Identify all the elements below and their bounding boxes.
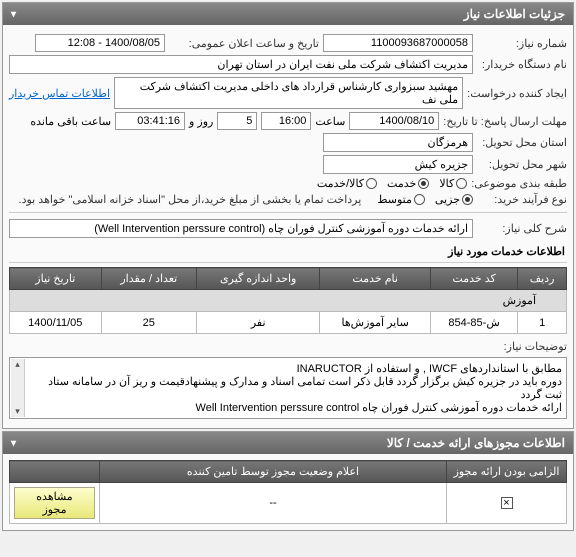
notes-text: مطابق با استانداردهای IWCF , و استفاده ا… bbox=[14, 362, 562, 414]
col-index: ردیف bbox=[518, 268, 567, 290]
cell-action: مشاهده مجوز bbox=[10, 483, 100, 524]
permits-header-row: الزامی بودن ارائه مجوز اعلام وضعیت مجوز … bbox=[10, 461, 567, 483]
collapse-icon[interactable]: ▾ bbox=[11, 438, 16, 449]
notes-label: توضیحات نیاز: bbox=[477, 340, 567, 353]
cell-qty: 25 bbox=[101, 312, 196, 334]
services-header: اطلاعات خدمات مورد نیاز bbox=[9, 241, 567, 263]
need-details-panel: جزئیات اطلاعات نیاز ▾ شماره نیاز: 110009… bbox=[2, 2, 574, 429]
col-unit: واحد اندازه گیری bbox=[196, 268, 320, 290]
time-label: ساعت bbox=[315, 115, 345, 128]
table-header-row: ردیف کد خدمت نام خدمت واحد اندازه گیری ت… bbox=[10, 268, 567, 290]
province-value: هرمزگان bbox=[323, 133, 473, 152]
radio-service[interactable]: خدمت bbox=[387, 177, 429, 190]
view-permit-button[interactable]: مشاهده مجوز bbox=[14, 487, 95, 519]
cell-status: -- bbox=[100, 483, 447, 524]
process-label: نوع فرآیند خرید: bbox=[477, 193, 567, 206]
contact-link[interactable]: اطلاعات تماس خریدار bbox=[9, 87, 110, 100]
col-status: اعلام وضعیت مجوز توسط تامین کننده bbox=[100, 461, 447, 483]
permits-body: الزامی بودن ارائه مجوز اعلام وضعیت مجوز … bbox=[3, 454, 573, 530]
need-no-label: شماره نیاز: bbox=[477, 37, 567, 50]
payment-note: پرداخت تمام یا بخشی از مبلغ خرید،از محل … bbox=[19, 193, 362, 206]
city-label: شهر محل تحویل: bbox=[477, 158, 567, 171]
cell-name: سایر آموزش‌ها bbox=[320, 312, 430, 334]
cell-date: 1400/11/05 bbox=[10, 312, 102, 334]
col-code: کد خدمت bbox=[430, 268, 517, 290]
creator-label: ایجاد کننده درخواست: bbox=[467, 87, 567, 100]
remain-time: 03:41:16 bbox=[115, 112, 185, 130]
days-left: 5 bbox=[217, 112, 257, 130]
cell-unit: نفر bbox=[196, 312, 320, 334]
creator-value: مهشید سبزواری کارشناس قرارداد های داخلی … bbox=[114, 77, 463, 109]
permits-header-bar: اطلاعات مجوزهای ارائه خدمت / کالا ▾ bbox=[3, 432, 573, 454]
deadline-label: مهلت ارسال پاسخ: تا تاریخ: bbox=[443, 115, 567, 128]
panel-body: شماره نیاز: 1100093687000058 تاریخ و ساع… bbox=[3, 25, 573, 428]
buyer-value: مدیریت اکتشاف شرکت ملی نفت ایران در استا… bbox=[9, 55, 473, 74]
scrollbar[interactable]: ▴ ▾ bbox=[11, 359, 25, 417]
need-no-value: 1100093687000058 bbox=[323, 34, 473, 52]
collapse-icon[interactable]: ▾ bbox=[11, 9, 16, 20]
panel-title: جزئیات اطلاعات نیاز bbox=[464, 7, 565, 21]
col-mandatory: الزامی بودن ارائه مجوز bbox=[447, 461, 567, 483]
announce-label: تاریخ و ساعت اعلان عمومی: bbox=[169, 37, 319, 50]
buyer-label: نام دستگاه خریدار: bbox=[477, 58, 567, 71]
notes-textarea[interactable]: ▴ ▾ مطابق با استانداردهای IWCF , و استفا… bbox=[9, 357, 567, 419]
process-radio-group: جزیی متوسط bbox=[377, 193, 473, 206]
days-and-label: روز و bbox=[189, 115, 213, 128]
radio-both[interactable]: کالا/خدمت bbox=[317, 177, 377, 190]
col-qty: تعداد / مقدار bbox=[101, 268, 196, 290]
remain-label: ساعت باقی مانده bbox=[30, 115, 111, 128]
cell-index: 1 bbox=[518, 312, 567, 334]
need-desc-label: شرح کلی نیاز: bbox=[477, 222, 567, 235]
permits-table: الزامی بودن ارائه مجوز اعلام وضعیت مجوز … bbox=[9, 460, 567, 524]
province-label: استان محل تحویل: bbox=[477, 136, 567, 149]
city-value: جزیره کیش bbox=[323, 155, 473, 174]
table-subheader-row: آموزش bbox=[10, 290, 567, 312]
permits-row: -- مشاهده مجوز bbox=[10, 483, 567, 524]
table-row[interactable]: 1 ش-85-854 سایر آموزش‌ها نفر 25 1400/11/… bbox=[10, 312, 567, 334]
permits-panel: اطلاعات مجوزهای ارائه خدمت / کالا ▾ الزا… bbox=[2, 431, 574, 531]
announce-value: 1400/08/05 - 12:08 bbox=[35, 34, 165, 52]
col-date: تاریخ نیاز bbox=[10, 268, 102, 290]
cell-code: ش-85-854 bbox=[430, 312, 517, 334]
services-table: ردیف کد خدمت نام خدمت واحد اندازه گیری ت… bbox=[9, 267, 567, 334]
deadline-date: 1400/08/10 bbox=[349, 112, 439, 130]
scroll-down-icon[interactable]: ▾ bbox=[15, 406, 20, 417]
permits-title: اطلاعات مجوزهای ارائه خدمت / کالا bbox=[387, 436, 565, 450]
col-name: نام خدمت bbox=[320, 268, 430, 290]
mandatory-checkbox[interactable] bbox=[501, 497, 513, 509]
radio-minor[interactable]: جزیی bbox=[435, 193, 473, 206]
scroll-up-icon[interactable]: ▴ bbox=[15, 359, 20, 370]
deadline-time: 16:00 bbox=[261, 112, 311, 130]
radio-goods[interactable]: کالا bbox=[439, 177, 467, 190]
subrow-label: آموزش bbox=[10, 290, 567, 312]
subject-class-label: طبقه بندی موضوعی: bbox=[471, 177, 567, 190]
need-desc-value: ارائه خدمات دوره آموزشی کنترل فوران چاه … bbox=[9, 219, 473, 238]
col-action bbox=[10, 461, 100, 483]
subject-radio-group: کالا خدمت کالا/خدمت bbox=[317, 177, 467, 190]
radio-medium[interactable]: متوسط bbox=[377, 193, 425, 206]
panel-header: جزئیات اطلاعات نیاز ▾ bbox=[3, 3, 573, 25]
cell-mandatory bbox=[447, 483, 567, 524]
